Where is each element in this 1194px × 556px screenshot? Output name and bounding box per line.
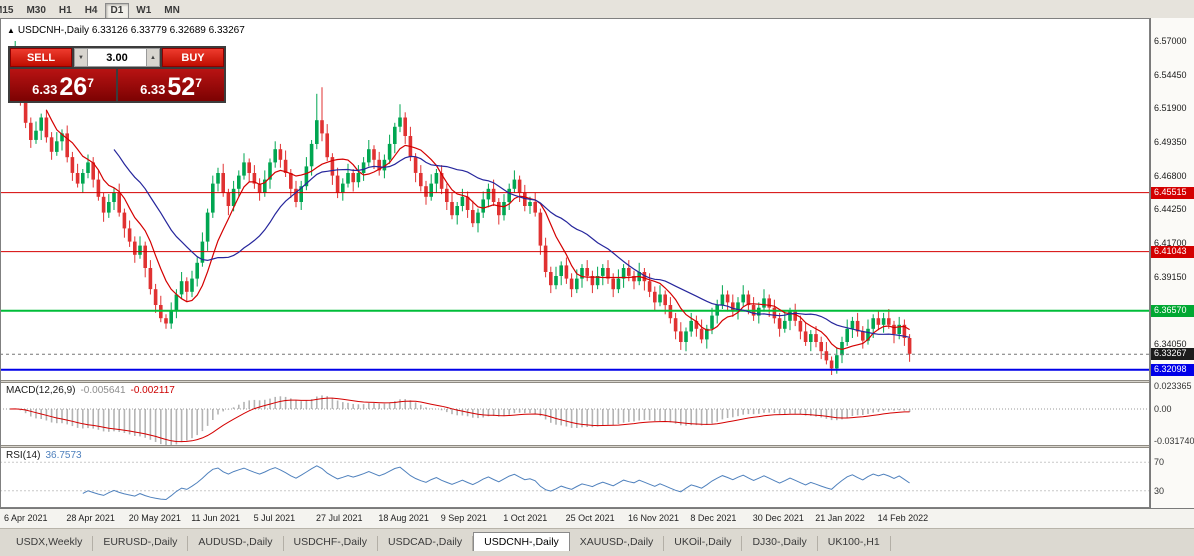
price-tick-label: 6.51900 bbox=[1154, 103, 1187, 114]
price-label-resistance-lower: 6.41043 bbox=[1151, 245, 1194, 258]
chart-window[interactable]: 6.57000 6.54450 6.51900 6.49350 6.46800 6.442… bbox=[0, 18, 1194, 508]
macd-axis-label: 0.023365 bbox=[1154, 380, 1192, 391]
chart-tab-xauusd-daily[interactable]: XAUUSD-,Daily bbox=[570, 536, 665, 553]
ma-fast-line bbox=[45, 109, 910, 351]
price-tick-label: 6.34050 bbox=[1154, 338, 1187, 349]
date-label: 25 Oct 2021 bbox=[565, 513, 615, 523]
timeframe-h1-button[interactable]: H1 bbox=[53, 3, 78, 19]
date-label: 5 Jul 2021 bbox=[253, 513, 296, 523]
chart-tabs: USDX,Weekly EURUSD-,Daily AUDUSD-,Daily USD… bbox=[0, 528, 1194, 553]
time-axis[interactable]: 6 Apr 2021 28 Apr 2021 20 May 2021 11 Jun 2… bbox=[0, 508, 1194, 528]
rsi-axis-label: 30 bbox=[1154, 485, 1165, 496]
bid-price-pips: 26 bbox=[59, 73, 88, 101]
macd-signal-line bbox=[9, 397, 910, 443]
date-label: 21 Jan 2022 bbox=[815, 513, 865, 523]
date-label: 30 Dec 2021 bbox=[752, 513, 804, 523]
chart-symbol-period: USDCNH-,Daily bbox=[17, 25, 90, 36]
chart-frame bbox=[0, 18, 1150, 508]
lot-size-control: ▼ ▲ bbox=[74, 48, 160, 67]
chart-tab-uk100-h1[interactable]: UK100-,H1 bbox=[818, 536, 891, 553]
chart-title: ▲ USDCNH-,Daily 6.33126 6.33779 6.32689 6… bbox=[7, 25, 245, 36]
chart-plot[interactable] bbox=[0, 18, 1150, 508]
lot-increase-button[interactable]: ▲ bbox=[146, 48, 160, 67]
timeframe-h4-button[interactable]: H4 bbox=[79, 3, 104, 19]
price-tick-label: 6.57000 bbox=[1154, 35, 1187, 46]
bid-price-point: 7 bbox=[87, 76, 94, 90]
timeframe-buttons: M15M30H1H4D1W1MN bbox=[0, 0, 1194, 19]
ask-price-pips: 52 bbox=[167, 73, 196, 101]
buy-button[interactable]: BUY bbox=[162, 48, 224, 67]
macd-signal-value: -0.002117 bbox=[130, 385, 175, 396]
rsi-line bbox=[82, 465, 910, 501]
chart-tab-usdchf-daily[interactable]: USDCHF-,Daily bbox=[284, 536, 379, 553]
price-tick-label: 6.44250 bbox=[1154, 204, 1187, 215]
rsi-name: RSI(14) bbox=[6, 450, 41, 461]
price-tick-label: 6.49350 bbox=[1154, 136, 1187, 147]
date-label: 27 Jul 2021 bbox=[316, 513, 363, 523]
price-label-support-green: 6.36570 bbox=[1151, 304, 1194, 317]
date-label: 11 Jun 2021 bbox=[191, 513, 241, 523]
price-tick-label: 6.41700 bbox=[1154, 237, 1187, 248]
direction-up-icon: ▲ bbox=[7, 26, 15, 35]
chart-tab-usdx-weekly[interactable]: USDX,Weekly bbox=[6, 536, 94, 553]
timeframe-d1-button[interactable]: D1 bbox=[104, 2, 130, 18]
ask-price-point: 7 bbox=[195, 76, 202, 90]
rsi-axis-label: 70 bbox=[1154, 457, 1165, 468]
ask-price-display[interactable]: 6.33 52 7 bbox=[118, 69, 224, 101]
date-label: 16 Nov 2021 bbox=[628, 513, 680, 523]
date-label: 1 Oct 2021 bbox=[503, 513, 548, 523]
date-label: 6 Apr 2021 bbox=[4, 513, 48, 523]
splitter-rsi[interactable] bbox=[0, 445, 1150, 448]
chart-tab-usdcnh-daily[interactable]: USDCNH-,Daily bbox=[473, 532, 570, 552]
macd-main-value: -0.005641 bbox=[80, 385, 126, 396]
ask-price-prefix: 6.33 bbox=[140, 82, 166, 97]
timeframe-mn-button[interactable]: MN bbox=[158, 3, 186, 19]
bottom-edge bbox=[0, 551, 1194, 556]
price-label-current-price: 6.33267 bbox=[1151, 348, 1194, 361]
candlestick-series bbox=[8, 41, 912, 375]
lot-decrease-button[interactable]: ▼ bbox=[74, 48, 88, 67]
macd-axis-label: 0.00 bbox=[1154, 404, 1172, 414]
timeframe-w1-button[interactable]: W1 bbox=[130, 3, 157, 19]
price-label-support-blue: 6.32098 bbox=[1151, 363, 1194, 376]
price-tick-label: 6.39150 bbox=[1154, 271, 1187, 282]
chart-tab-dj30-daily[interactable]: DJ30-,Daily bbox=[742, 536, 818, 553]
timeframe-m30-button[interactable]: M30 bbox=[20, 3, 51, 19]
macd-name: MACD(12,26,9) bbox=[6, 385, 76, 396]
price-tick-label: 6.46800 bbox=[1154, 170, 1187, 181]
chart-ohlc-values: 6.33126 6.33779 6.32689 6.33267 bbox=[91, 25, 245, 36]
chart-tab-audusd-daily[interactable]: AUDUSD-,Daily bbox=[188, 536, 284, 553]
price-label-resistance-upper: 6.45515 bbox=[1151, 186, 1194, 199]
bid-price-prefix: 6.33 bbox=[32, 82, 58, 97]
date-label: 20 May 2021 bbox=[128, 513, 181, 523]
splitter-macd[interactable] bbox=[0, 380, 1150, 383]
bid-price-display[interactable]: 6.33 26 7 bbox=[10, 69, 116, 101]
price-tick-label: 6.54450 bbox=[1154, 69, 1187, 80]
date-label: 28 Apr 2021 bbox=[66, 513, 115, 523]
chart-tab-eurusd-daily[interactable]: EURUSD-,Daily bbox=[93, 536, 189, 553]
timeframe-toolbar: M15M30H1H4D1W1MN bbox=[0, 0, 1194, 19]
rsi-indicator-label: RSI(14) 36.7573 bbox=[6, 450, 82, 461]
macd-axis-label: -0.031740 bbox=[1154, 435, 1194, 446]
sell-button[interactable]: SELL bbox=[10, 48, 72, 67]
lot-size-input[interactable] bbox=[88, 48, 146, 67]
quotes-row: 6.33 26 7 6.33 52 7 bbox=[10, 69, 224, 101]
date-label: 9 Sep 2021 bbox=[440, 513, 487, 523]
macd-indicator-label: MACD(12,26,9) -0.005641 -0.002117 bbox=[6, 385, 175, 396]
date-label: 14 Feb 2022 bbox=[877, 513, 929, 523]
trade-buttons-row: SELL ▼ ▲ BUY bbox=[10, 48, 224, 67]
date-label: 18 Aug 2021 bbox=[378, 513, 429, 523]
price-axis[interactable]: 6.57000 6.54450 6.51900 6.49350 6.46800 6.442… bbox=[1150, 18, 1194, 508]
macd-histogram bbox=[14, 395, 911, 445]
date-label: 8 Dec 2021 bbox=[690, 513, 737, 523]
chart-tab-usdcad-daily[interactable]: USDCAD-,Daily bbox=[378, 536, 474, 553]
timeframe-m15-button[interactable]: M15 bbox=[0, 3, 19, 19]
chart-tab-ukoil-daily[interactable]: UKOil-,Daily bbox=[664, 536, 743, 553]
ma-slow-line bbox=[113, 149, 910, 338]
rsi-value: 36.7573 bbox=[45, 450, 82, 461]
